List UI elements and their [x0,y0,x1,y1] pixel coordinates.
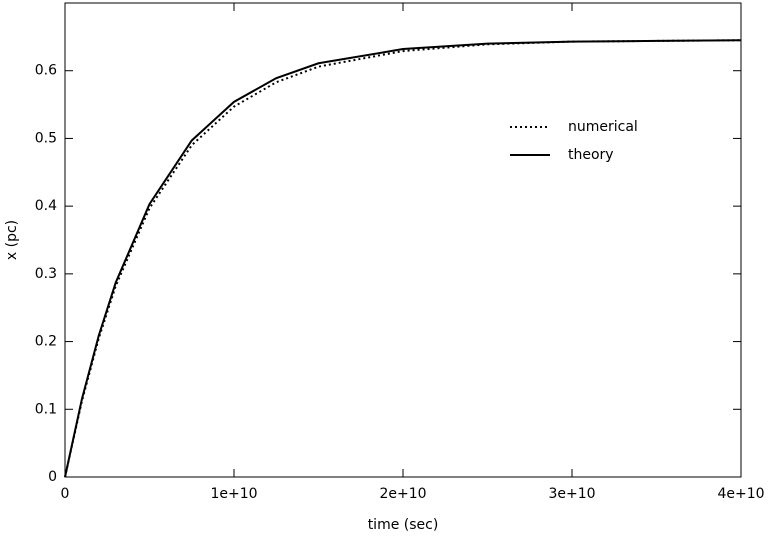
x-tick-label: 1e+10 [210,486,257,502]
y-tick-label: 0 [48,469,57,485]
series-line [64,39,742,478]
legend-label: numerical [568,119,638,135]
x-tick-label: 0 [61,486,70,502]
series-line [64,39,742,478]
x-tick-label: 2e+10 [379,486,426,502]
y-tick-label: 0.1 [35,401,57,417]
plot-frame [64,2,742,478]
x-tick-label: 3e+10 [548,486,595,502]
x-axis-label: time (sec) [368,517,439,533]
y-tick-label: 0.5 [35,130,57,146]
y-tick-label: 0.2 [35,334,57,350]
y-axis-label: x (pc) [4,220,20,260]
y-tick-label: 0.6 [35,63,57,79]
x-tick-label: 4e+10 [717,486,764,502]
y-tick-label: 0.3 [35,266,57,282]
legend-label: theory [568,147,614,163]
y-tick-label: 0.4 [35,198,57,214]
